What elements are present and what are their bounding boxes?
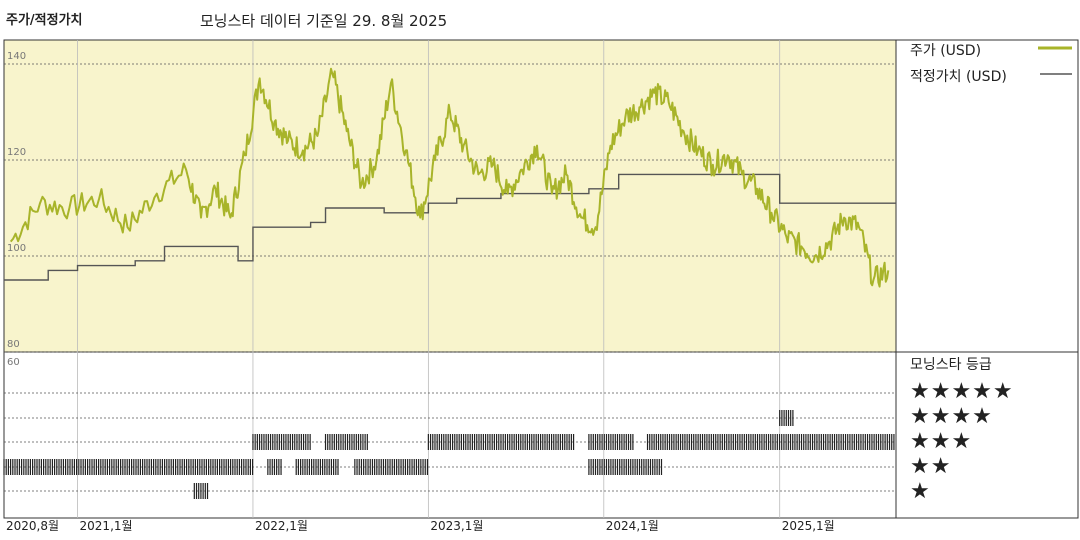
legend-price-label: 주가 (USD) [910,43,982,59]
y-tick-label: 120 [7,147,26,158]
price-panel-background [4,40,896,352]
x-tick-label: 2021,1월 [80,519,133,533]
rating-segment-4-star [779,410,794,426]
rating-stars-2: ★★ [910,454,952,479]
chart-subtitle: 모닝스타 데이터 기준일 29. 8월 2025 [200,12,448,30]
x-tick-label: 2025,1월 [782,519,835,533]
x-tick-label: 2024,1월 [606,519,659,533]
fair-value-line [4,173,896,281]
rating-segment-3-star [427,434,575,450]
rating-segment-3-star [646,434,895,450]
y-tick-label: 140 [7,51,26,62]
y-tick-label: 100 [7,243,26,254]
rating-segment-2-star [295,459,339,475]
y-tick-label: 60 [7,357,20,368]
rating-stars-5: ★★★★★ [910,379,1014,404]
rating-segment-3-star [588,434,634,450]
rating-segment-2-star [354,459,429,475]
x-tick-label: 2023,1월 [430,519,483,533]
rating-stars-1: ★ [910,479,931,504]
rating-segment-3-star [252,434,311,450]
y-tick-label: 80 [7,339,20,350]
price-line [9,67,890,288]
x-tick-label: 2020,8월 [6,519,59,533]
chart-title: 주가/적정가치 [6,13,83,28]
x-tick-label: 2022,1월 [255,519,308,533]
chart-frame [3,39,1079,519]
rating-stars-4: ★★★★ [910,404,993,429]
rating-segment-3-star [324,434,368,450]
rating-segment-1-star [193,483,209,499]
rating-stars-3: ★★★ [910,429,973,454]
rating-segment-2-star [588,459,663,475]
rating-segment-2-star [3,459,254,475]
rating-segment-2-star [267,459,282,475]
legend-rating-label: 모닝스타 등급 [910,357,992,373]
legend-fair-label: 적정가치 (USD) [910,69,1007,85]
